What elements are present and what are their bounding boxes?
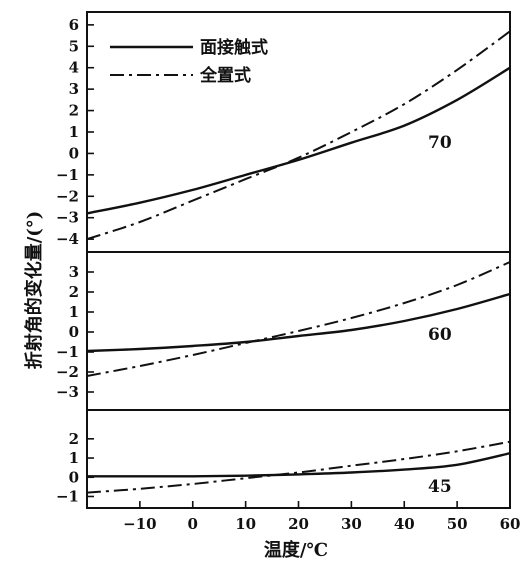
legend-label-face-contact: 面接触式 bbox=[200, 37, 268, 58]
series-line-face_contact-panel-45 bbox=[87, 452, 511, 478]
y-tick-label: −1 bbox=[56, 166, 79, 184]
legend-label-full-embedded: 全置式 bbox=[199, 65, 251, 86]
x-tick-label: 0 bbox=[188, 515, 198, 533]
x-tick-label: 50 bbox=[447, 515, 468, 533]
y-axis-title: 折射角的变化量/(°) bbox=[23, 211, 45, 370]
y-tick-label: 0 bbox=[69, 468, 79, 486]
panel-label-45: 45 bbox=[428, 477, 452, 497]
series-line-full_embedded-panel-60 bbox=[86, 261, 511, 377]
y-tick-label: 0 bbox=[69, 144, 79, 162]
panel-label-70: 70 bbox=[428, 133, 452, 153]
x-tick-label: 30 bbox=[341, 515, 362, 533]
x-tick-label: 60 bbox=[500, 515, 521, 533]
y-tick-label: 3 bbox=[69, 263, 79, 281]
y-tick-label: −3 bbox=[56, 383, 79, 401]
y-tick-label: 4 bbox=[69, 59, 79, 77]
y-tick-label: 1 bbox=[69, 449, 79, 467]
plot-frame bbox=[86, 11, 511, 509]
x-axis-title: 温度/℃ bbox=[264, 539, 328, 561]
y-tick-label: 2 bbox=[69, 430, 79, 448]
legend: 面接触式 全置式 bbox=[110, 37, 268, 86]
y-tick-label: 0 bbox=[69, 323, 79, 341]
series-line-face_contact-panel-70 bbox=[86, 66, 511, 215]
y-tick-label: −1 bbox=[56, 487, 79, 505]
y-tick-label: −4 bbox=[56, 230, 79, 248]
y-tick-label: 3 bbox=[69, 80, 79, 98]
x-tick-label: −10 bbox=[123, 515, 156, 533]
panel-label-60: 60 bbox=[428, 325, 452, 345]
y-tick-label: 2 bbox=[69, 283, 79, 301]
series-line-full_embedded-panel-45 bbox=[86, 440, 511, 494]
y-tick-label: −2 bbox=[56, 187, 79, 205]
y-tick-label: −3 bbox=[56, 209, 79, 227]
y-tick-label: 5 bbox=[69, 37, 79, 55]
y-tick-label: −2 bbox=[56, 363, 79, 381]
y-tick-label: 2 bbox=[69, 102, 79, 120]
x-tick-label: 10 bbox=[235, 515, 256, 533]
x-tick-label: 20 bbox=[288, 515, 309, 533]
y-tick-label: 1 bbox=[69, 123, 79, 141]
series-line-face_contact-panel-60 bbox=[86, 292, 511, 353]
y-tick-label: 1 bbox=[69, 303, 79, 321]
x-tick-label: 40 bbox=[394, 515, 415, 533]
series-line-full_embedded-panel-70 bbox=[86, 30, 511, 241]
y-tick-label: 6 bbox=[69, 16, 79, 34]
y-tick-label: −1 bbox=[56, 343, 79, 361]
